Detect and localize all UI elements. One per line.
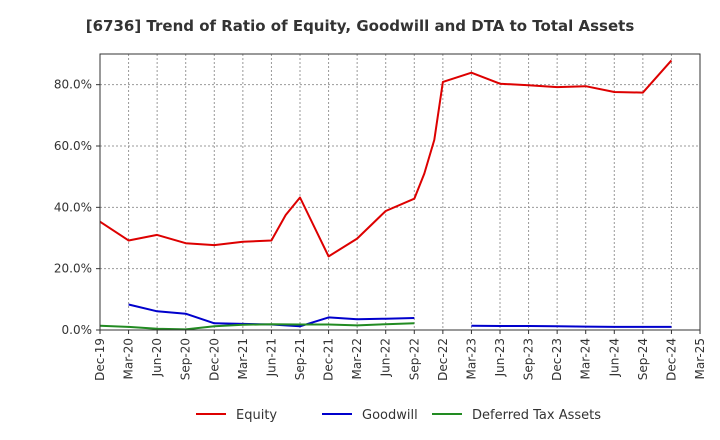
x-tick-label: Sep-24 xyxy=(636,338,650,380)
series-lines xyxy=(99,59,673,331)
y-axis: 0.0% 20.0% 40.0% 60.0% 80.0% xyxy=(54,78,100,337)
y-tick-label: 80.0% xyxy=(54,78,92,92)
x-tick-label: Sep-23 xyxy=(522,338,536,380)
x-tick-label: Sep-20 xyxy=(179,338,193,380)
chart-title: [6736] Trend of Ratio of Equity, Goodwil… xyxy=(86,17,635,35)
x-tick-label: Mar-20 xyxy=(122,338,136,379)
legend-label-1: Goodwill xyxy=(362,408,418,423)
x-tick-label: Jun-20 xyxy=(150,338,164,377)
x-tick-label: Dec-21 xyxy=(322,338,336,381)
x-tick-label: Dec-24 xyxy=(664,338,678,381)
series-line-2 xyxy=(99,322,415,331)
x-tick-label: Sep-22 xyxy=(407,338,421,380)
x-tick-label: Jun-23 xyxy=(493,338,507,377)
y-tick-label: 20.0% xyxy=(54,262,92,276)
x-tick-label: Dec-22 xyxy=(436,338,450,381)
x-tick-label: Jun-21 xyxy=(264,338,278,377)
y-tick-label: 60.0% xyxy=(54,139,92,153)
x-tick-label: Mar-25 xyxy=(693,338,707,379)
x-tick-label: Dec-19 xyxy=(93,338,107,381)
y-tick-label: 0.0% xyxy=(62,323,93,337)
legend: Equity Goodwill Deferred Tax Assets xyxy=(196,408,601,423)
x-tick-label: Mar-23 xyxy=(464,338,478,379)
x-tick-label: Sep-21 xyxy=(293,338,307,380)
x-tick-label: Mar-22 xyxy=(350,338,364,379)
y-tick-label: 40.0% xyxy=(54,200,92,214)
legend-label-2: Deferred Tax Assets xyxy=(472,408,601,423)
x-tick-label: Jun-24 xyxy=(607,338,621,377)
x-tick-label: Mar-21 xyxy=(236,338,250,379)
grid xyxy=(100,54,700,330)
x-tick-label: Mar-24 xyxy=(579,338,593,379)
series-line-0 xyxy=(99,59,673,258)
x-tick-label: Dec-20 xyxy=(207,338,221,381)
legend-label-0: Equity xyxy=(236,408,277,423)
x-axis: Dec-19 Mar-20 Jun-20 Sep-20 Dec-20 Mar-21 Jun-… xyxy=(93,330,707,381)
x-tick-label: Jun-22 xyxy=(379,338,393,377)
x-tick-label: Dec-23 xyxy=(550,338,564,381)
plot-area xyxy=(99,53,701,331)
